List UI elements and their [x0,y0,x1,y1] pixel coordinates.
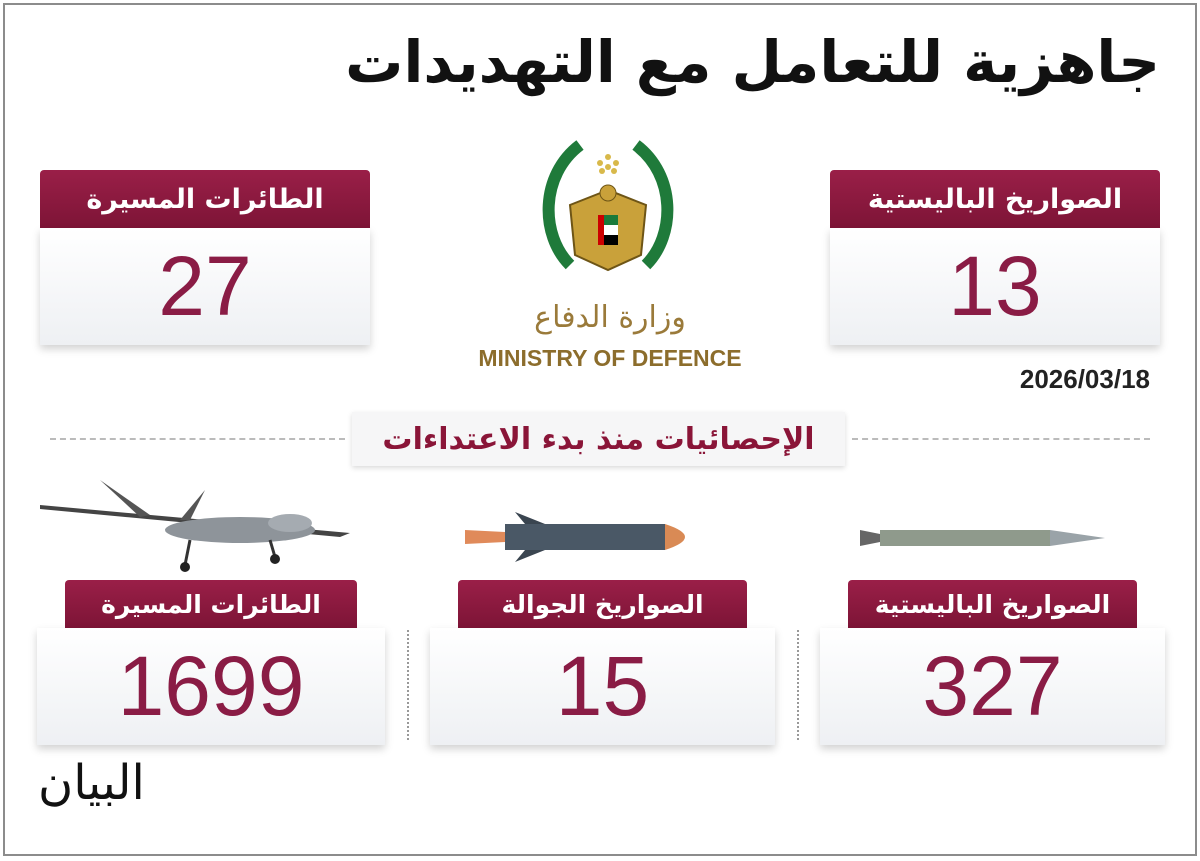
ministry-emblem-icon [542,140,674,272]
drone-icon [40,480,350,572]
daily-ballistic-card: الصواريخ الباليستية 13 [830,170,1160,345]
card-label: الصواريخ الباليستية [830,170,1160,228]
divider [50,438,345,440]
card-label: الطائرات المسيرة [65,580,357,628]
divider [407,630,409,740]
ballistic-missile-icon [860,530,1105,546]
total-ballistic-card: الصواريخ الباليستية 327 [820,580,1165,745]
date: 2026/03/18 [1019,364,1150,394]
section-title: الإحصائيات منذ بدء الاعتداءات [352,412,845,466]
ministry-name-en: MINISTRY OF DEFENCE [478,345,742,371]
card-value: 1699 [37,628,385,745]
ministry-name-ar: وزارة الدفاع [534,300,686,335]
divider [852,438,1150,440]
cruise-missile-icon [465,512,685,562]
daily-drones-card: الطائرات المسيرة 27 [40,170,370,345]
divider [797,630,799,740]
card-label: الصواريخ الباليستية [848,580,1137,628]
card-label: الصواريخ الجوالة [458,580,747,628]
publisher-logo: البيان [38,755,145,811]
card-label: الطائرات المسيرة [40,170,370,228]
total-drones-card: الطائرات المسيرة 1699 [37,580,385,745]
frame-border [3,3,1197,856]
page-title: جاهزية للتعامل مع التهديدات [345,28,1160,96]
card-value: 27 [40,228,370,345]
card-value: 327 [820,628,1165,745]
card-value: 13 [830,228,1160,345]
card-value: 15 [430,628,775,745]
total-cruise-card: الصواريخ الجوالة 15 [430,580,775,745]
